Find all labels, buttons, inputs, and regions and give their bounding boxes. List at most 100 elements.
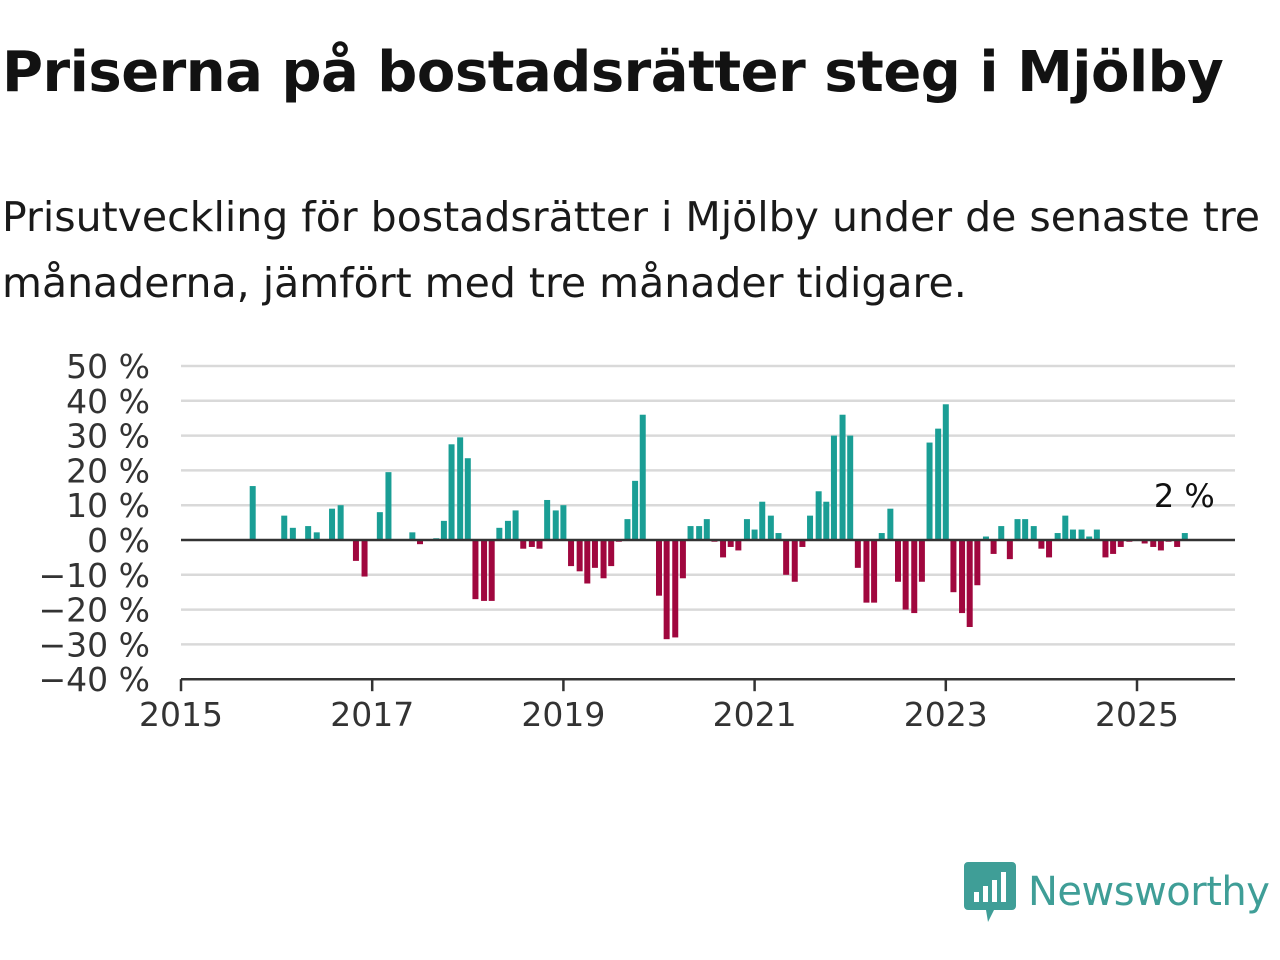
bar — [457, 437, 464, 540]
bar — [1174, 540, 1181, 547]
bar — [560, 505, 567, 540]
bar — [1014, 519, 1021, 540]
bar — [839, 414, 846, 540]
bar — [974, 540, 981, 586]
bar — [289, 527, 296, 540]
bar — [656, 540, 662, 596]
bar — [1030, 526, 1037, 540]
bar — [1117, 540, 1124, 547]
bar — [329, 508, 336, 540]
bar — [417, 540, 423, 545]
x-axis: 2015 2017 2019 2021 2023 2025 — [139, 679, 1179, 734]
bar — [847, 435, 854, 540]
bar — [830, 435, 837, 540]
bar-chart: 50 %40 %30 %20 %10 %0 %−10 %−20 %−30 %−4… — [39, 347, 1235, 734]
bar — [576, 540, 583, 572]
x-tick-label: 2015 — [139, 695, 223, 734]
y-tick-label: 40 % — [66, 382, 150, 421]
bar — [464, 458, 471, 540]
bar — [863, 540, 870, 603]
y-tick-label: 10 % — [66, 486, 150, 525]
bar — [871, 540, 878, 603]
bar — [1093, 529, 1100, 540]
bar — [584, 540, 591, 584]
bar — [520, 540, 527, 549]
bar — [624, 519, 631, 540]
bar — [935, 428, 942, 540]
bar — [775, 533, 782, 540]
y-tick-label: 20 % — [66, 451, 150, 490]
bar — [1102, 540, 1109, 558]
bars — [249, 404, 1188, 640]
bar — [679, 540, 686, 579]
bar — [281, 515, 288, 540]
annotations: 2 % — [1154, 477, 1215, 515]
bar — [481, 540, 488, 601]
y-tick-label: 50 % — [66, 347, 150, 386]
bar — [305, 526, 312, 540]
bar — [440, 520, 447, 540]
bar — [249, 486, 256, 540]
bar — [815, 491, 822, 540]
bar — [512, 510, 519, 540]
bar — [313, 532, 320, 540]
bar — [751, 529, 758, 540]
x-tick-label: 2025 — [1095, 695, 1179, 734]
bar — [608, 540, 615, 567]
newsworthy-logo-icon — [964, 862, 1016, 922]
bar — [448, 444, 455, 540]
y-axis: 50 %40 %30 %20 %10 %0 %−10 %−20 %−30 %−4… — [39, 347, 151, 699]
bar — [1038, 540, 1045, 549]
bar — [544, 499, 551, 540]
bar — [696, 526, 703, 540]
gridlines — [181, 364, 1235, 646]
bar — [982, 536, 989, 540]
bar — [911, 540, 918, 614]
bar — [767, 515, 774, 540]
bar — [337, 505, 344, 540]
bar — [959, 540, 966, 614]
bar — [990, 540, 997, 554]
bar — [926, 442, 933, 540]
bar — [807, 515, 814, 540]
bar — [1062, 515, 1069, 540]
bar — [472, 540, 479, 600]
bar — [385, 472, 392, 540]
bar — [854, 540, 861, 568]
bar — [998, 526, 1005, 540]
x-tick-label: 2021 — [713, 695, 797, 734]
bar — [878, 533, 885, 540]
bar — [950, 540, 957, 593]
bar — [1006, 540, 1013, 560]
bar — [918, 540, 925, 582]
bar — [942, 404, 949, 540]
bar — [552, 510, 559, 540]
bar — [639, 414, 646, 540]
y-tick-label: −40 % — [39, 660, 151, 699]
bar — [528, 540, 535, 547]
x-tick-label: 2019 — [521, 695, 605, 734]
bar — [799, 540, 806, 547]
bar — [409, 532, 416, 540]
bar — [687, 526, 694, 540]
bar — [735, 540, 742, 551]
bar — [663, 540, 670, 640]
bar — [352, 540, 359, 561]
bar — [672, 540, 679, 638]
bar — [743, 519, 750, 540]
bar — [1086, 536, 1093, 540]
bar — [496, 527, 503, 540]
bar — [568, 540, 575, 567]
bar — [1141, 540, 1148, 544]
bar — [902, 540, 909, 610]
x-tick-label: 2023 — [904, 695, 988, 734]
bar — [1157, 540, 1164, 551]
bar — [1022, 519, 1029, 540]
bar — [783, 540, 790, 575]
y-tick-label: −10 % — [39, 556, 151, 595]
y-tick-label: −30 % — [39, 625, 151, 664]
bar — [1078, 529, 1085, 540]
chart-title: Priserna på bostadsrätter steg i Mjölby — [2, 40, 1224, 105]
bar — [361, 540, 368, 577]
bar — [703, 519, 710, 540]
